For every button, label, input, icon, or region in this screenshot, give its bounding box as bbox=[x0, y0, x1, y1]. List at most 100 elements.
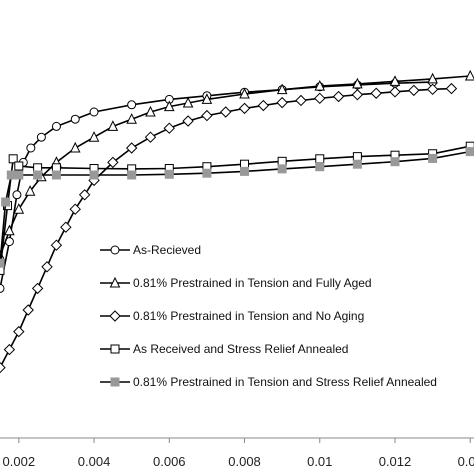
series-1 bbox=[0, 77, 438, 293]
x-tick-label-4: 0.008 bbox=[228, 454, 261, 469]
series-5-point-6 bbox=[51, 170, 61, 180]
series-5-point-16 bbox=[428, 153, 438, 163]
series-5-point-1 bbox=[0, 258, 5, 268]
series-5-point-14 bbox=[352, 159, 362, 169]
series-2-point-16 bbox=[276, 83, 288, 95]
series-5-point-15 bbox=[390, 157, 400, 167]
series-5-point-13 bbox=[315, 162, 325, 172]
series-3-point-20 bbox=[257, 99, 270, 112]
legend-entry-2: 0.81% Prestrained in Tension and Fully A… bbox=[100, 276, 372, 290]
series-3-point-30 bbox=[445, 82, 458, 95]
series-2-point-9 bbox=[107, 120, 119, 131]
series-3-point-7 bbox=[50, 239, 63, 251]
legend-entry-4: As Received and Stress Relief Annealed bbox=[100, 342, 348, 356]
x-tick-label-2: 0.004 bbox=[78, 454, 111, 469]
series-1-point-8 bbox=[70, 114, 80, 124]
legend-label-1: As-Recieved bbox=[133, 243, 201, 257]
legend-label-5: 0.81% Prestrained in Tension and Stress … bbox=[133, 375, 437, 389]
series-3-point-13 bbox=[125, 142, 138, 154]
series-4-point-12 bbox=[277, 156, 287, 166]
series-2-point-2 bbox=[4, 224, 15, 236]
series-2-point-3 bbox=[13, 203, 25, 214]
x-tick-label-5: 0.01 bbox=[307, 454, 332, 469]
series-3-point-15 bbox=[163, 122, 175, 134]
legend-marker-4 bbox=[110, 344, 120, 354]
series-5-point-8 bbox=[127, 170, 137, 180]
series-2-point-12 bbox=[163, 100, 175, 112]
series-5-point-12 bbox=[277, 164, 287, 174]
series-3-point-9 bbox=[69, 203, 81, 215]
legend-label-3: 0.81% Prestrained in Tension and No Agin… bbox=[133, 309, 364, 323]
series-2-point-17 bbox=[314, 79, 326, 91]
series-3-point-8 bbox=[60, 221, 72, 233]
series-4-point-13 bbox=[315, 154, 325, 164]
series-4-point-14 bbox=[352, 152, 362, 162]
series-2-point-13 bbox=[182, 96, 194, 108]
legend-marker-5 bbox=[110, 377, 120, 387]
series-2-point-10 bbox=[126, 113, 137, 124]
x-tick-label-6: 0.012 bbox=[379, 454, 412, 469]
series-4-point-3 bbox=[8, 154, 18, 164]
series-3-point-17 bbox=[201, 109, 213, 122]
series-2-point-8 bbox=[88, 131, 100, 142]
series-2-point-21 bbox=[464, 69, 474, 81]
series-2-line bbox=[0, 75, 471, 257]
series-3-point-14 bbox=[144, 131, 157, 143]
series-5-point-10 bbox=[202, 168, 212, 178]
series-5-point-17 bbox=[465, 147, 474, 157]
series-3-point-22 bbox=[295, 94, 307, 107]
series-1-point-5 bbox=[26, 143, 36, 153]
legend-label-2: 0.81% Prestrained in Tension and Fully A… bbox=[133, 276, 372, 290]
x-tick-layer: 0.002 0.004 0.006 0.008 0.01 0.012 0.01 bbox=[3, 438, 474, 469]
legend: As-Recieved 0.81% Prestrained in Tension … bbox=[100, 243, 437, 389]
series-3-point-18 bbox=[220, 106, 232, 118]
series-3-point-12 bbox=[107, 156, 119, 169]
series-3-point-24 bbox=[332, 90, 345, 103]
series-5-point-9 bbox=[164, 169, 174, 179]
series-1-point-7 bbox=[51, 121, 61, 131]
series-5 bbox=[0, 147, 474, 268]
series-2-point-7 bbox=[69, 141, 81, 153]
series-1-point-9 bbox=[89, 107, 99, 117]
series-3 bbox=[0, 82, 458, 374]
series-5-point-2 bbox=[1, 197, 11, 207]
series-3-point-28 bbox=[408, 84, 420, 97]
series-3-point-6 bbox=[41, 261, 53, 273]
series-3-point-10 bbox=[78, 189, 91, 201]
series-2-point-18 bbox=[352, 77, 363, 89]
legend-entry-3: 0.81% Prestrained in Tension and No Agin… bbox=[100, 309, 364, 323]
series-1-point-10 bbox=[127, 100, 137, 110]
series-4-point-4 bbox=[14, 161, 24, 171]
series-1-point-1 bbox=[0, 283, 5, 293]
x-tick-label-1: 0.002 bbox=[3, 454, 36, 469]
series-layer bbox=[0, 69, 474, 374]
series-3-point-19 bbox=[238, 102, 251, 115]
series-3-point-4 bbox=[22, 304, 34, 316]
series-3-point-2 bbox=[3, 343, 16, 356]
series-4-point-1 bbox=[0, 265, 5, 275]
series-2-point-15 bbox=[239, 87, 250, 99]
series-3-point-3 bbox=[13, 325, 25, 338]
series-5-point-3 bbox=[6, 170, 16, 180]
series-3-point-23 bbox=[314, 92, 326, 105]
series-3-point-25 bbox=[351, 89, 364, 101]
legend-marker-3 bbox=[109, 310, 121, 322]
series-3-point-29 bbox=[426, 83, 439, 96]
series-3-point-21 bbox=[276, 96, 288, 109]
series-5-point-4 bbox=[14, 170, 24, 180]
series-3-point-26 bbox=[370, 87, 382, 99]
x-tick-label-3: 0.006 bbox=[153, 454, 186, 469]
legend-marker-1 bbox=[110, 245, 120, 255]
series-5-point-5 bbox=[33, 170, 43, 180]
series-4 bbox=[0, 141, 474, 275]
series-3-point-1 bbox=[0, 361, 6, 374]
series-2 bbox=[0, 69, 474, 261]
series-3-point-5 bbox=[31, 282, 44, 295]
legend-entry-5: 0.81% Prestrained in Tension and Stress … bbox=[100, 375, 437, 389]
series-1-point-6 bbox=[36, 132, 46, 142]
legend-label-4: As Received and Stress Relief Annealed bbox=[133, 342, 348, 356]
series-2-point-19 bbox=[389, 75, 401, 86]
series-3-point-16 bbox=[182, 115, 194, 127]
series-2-point-20 bbox=[427, 72, 438, 84]
